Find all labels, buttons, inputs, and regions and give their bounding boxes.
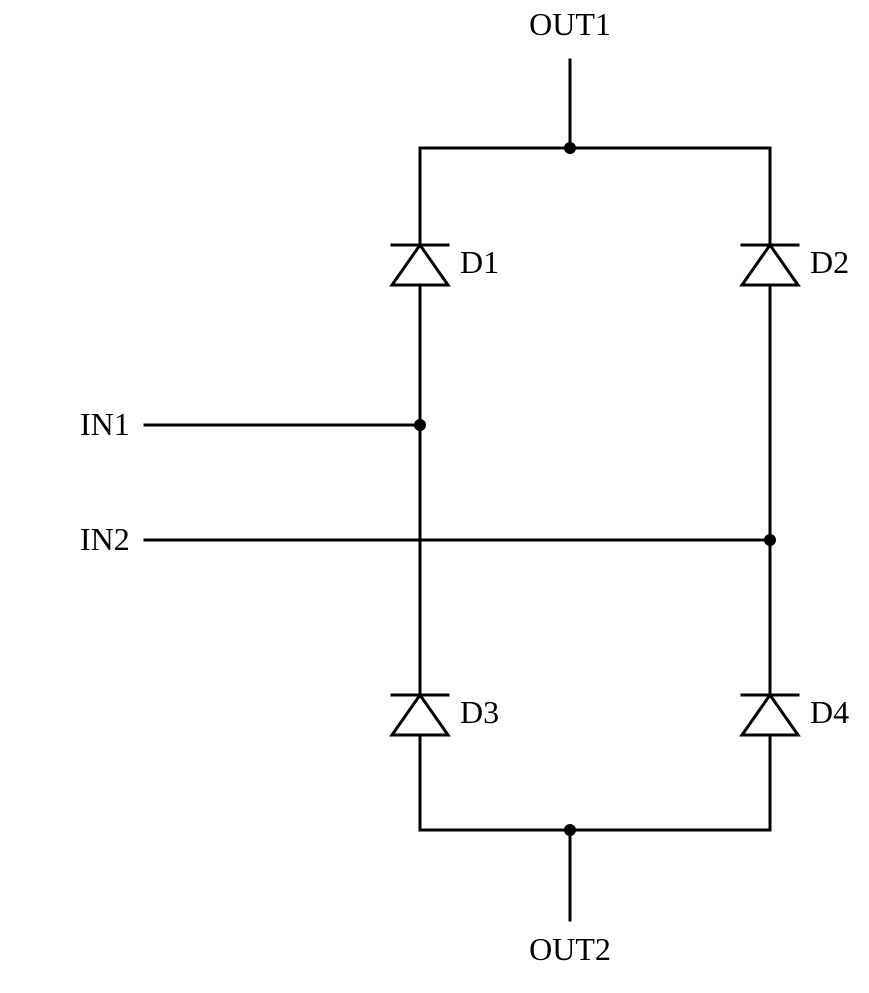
diodes-group [392, 245, 798, 735]
diode-d3 [392, 695, 448, 735]
node-out2 [564, 824, 576, 836]
label-out1: OUT1 [529, 6, 611, 42]
diode-d1 [392, 245, 448, 285]
wires-group [145, 60, 770, 920]
label-in2: IN2 [80, 521, 130, 557]
node-out1 [564, 142, 576, 154]
label-in1: IN1 [80, 406, 130, 442]
label-d2: D2 [810, 244, 849, 280]
diode-d4 [742, 695, 798, 735]
label-d1: D1 [460, 244, 499, 280]
node-in2 [764, 534, 776, 546]
diode-d2 [742, 245, 798, 285]
node-in1 [414, 419, 426, 431]
label-d4: D4 [810, 694, 849, 730]
label-d3: D3 [460, 694, 499, 730]
labels-group: OUT1 OUT2 IN1 IN2 D1 D2 D3 D4 [80, 6, 849, 967]
bridge-rectifier-schematic: OUT1 OUT2 IN1 IN2 D1 D2 D3 D4 [0, 0, 869, 993]
label-out2: OUT2 [529, 931, 611, 967]
